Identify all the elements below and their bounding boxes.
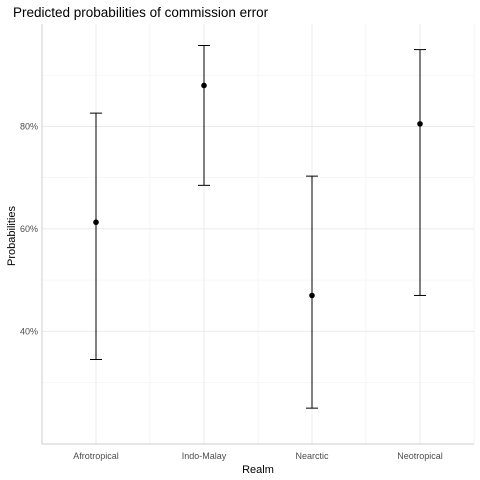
grid (42, 24, 475, 444)
y-tick-label: 40% (20, 326, 38, 336)
estimate-point (309, 292, 315, 299)
estimate-point (201, 82, 207, 89)
y-axis-title: Probabilities (6, 206, 18, 266)
chart-title: Predicted probabilities of commission er… (13, 5, 269, 20)
y-tick-label: 80% (20, 121, 38, 131)
y-tick-labels: 40% 60% 80% (20, 121, 38, 336)
y-tick-label: 60% (20, 224, 38, 234)
x-axis-title: Realm (242, 464, 274, 476)
axes (41, 24, 474, 445)
estimate-point (93, 219, 99, 226)
x-tick-label: Indo-Malay (182, 451, 227, 461)
x-tick-label: Nearctic (295, 451, 329, 461)
estimate-point (417, 121, 423, 127)
x-tick-label: Afrotropical (73, 451, 119, 461)
x-tick-labels: Afrotropical Indo-Malay Nearctic Neotropica… (73, 451, 443, 461)
chart-marks (90, 45, 426, 409)
x-tick-label: Neotropical (397, 451, 443, 461)
